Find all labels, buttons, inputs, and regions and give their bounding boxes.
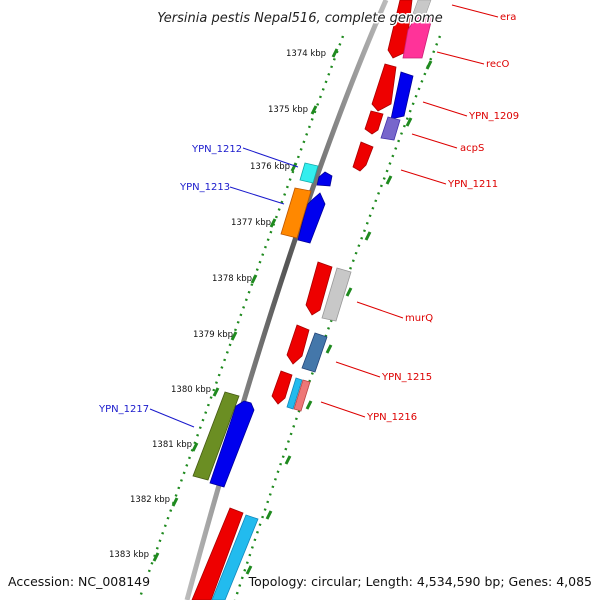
tick-label: 1376 kbp (250, 162, 290, 172)
topology-text: Topology: circular; Length: 4,534,590 bp… (248, 574, 592, 589)
gene-label-ypn1217[interactable]: YPN_1217 (98, 404, 149, 415)
gene-block-ypn1212[interactable] (299, 162, 319, 184)
gene-block-bottom-cyan[interactable] (211, 514, 259, 600)
gene-arrow-ypn1209[interactable] (390, 71, 414, 120)
gene-arrow-acps[interactable] (352, 141, 374, 172)
gene-label-murq[interactable]: murQ (405, 313, 433, 324)
gene-label-ypn1213[interactable]: YPN_1213 (179, 182, 230, 193)
outer-major-ticks (152, 48, 339, 562)
gene-label-ypn1216[interactable]: YPN_1216 (366, 412, 417, 423)
inner-major-ticks (245, 60, 433, 575)
gene-arrow-reco[interactable] (402, 14, 433, 59)
gene-block-ypn1215[interactable] (301, 332, 328, 373)
tick-label: 1377 kbp (231, 218, 271, 228)
gene-block-ypn1217[interactable] (192, 391, 240, 481)
tick-label: 1378 kbp (212, 274, 252, 284)
genome-title: Yersinia pestis Nepal516, complete genom… (157, 11, 442, 26)
leader-lines-forward (320, 4, 499, 418)
tick-label: 1383 kbp (109, 550, 149, 560)
gene-block-bottom-red[interactable] (191, 507, 244, 600)
gene-label-reco[interactable]: recO (486, 59, 510, 70)
tick-label: 1381 kbp (152, 440, 192, 450)
gene-label-ypn1211[interactable]: YPN_1211 (447, 179, 498, 190)
gene-block-murq[interactable] (321, 267, 352, 322)
gene-label-ypn1209[interactable]: YPN_1209 (468, 111, 519, 122)
tick-label: 1380 kbp (171, 385, 211, 395)
gene-label-acps[interactable]: acpS (460, 143, 484, 154)
gene-block-ypn1216-cyan[interactable] (286, 377, 303, 410)
gene-label-ypn1215[interactable]: YPN_1215 (381, 372, 432, 383)
tick-label: 1375 kbp (268, 105, 308, 115)
gene-block-ypn1216-pink[interactable] (293, 379, 311, 412)
gene-block-era-grey[interactable] (412, 0, 432, 15)
gene-arrow-1212-blue[interactable] (316, 171, 333, 187)
tick-label: 1374 kbp (286, 49, 326, 59)
leader-lines-reverse (149, 147, 299, 428)
gene-label-era[interactable]: era (500, 12, 516, 23)
gene-arrow-1209-a[interactable] (371, 63, 397, 112)
gene-arrow-1217-blue[interactable] (209, 400, 255, 488)
gene-block-ypn1213[interactable] (280, 187, 312, 239)
gene-label-ypn1212[interactable]: YPN_1212 (191, 144, 242, 155)
accession-text: Accession: NC_008149 (8, 574, 150, 589)
gene-arrow-1215-red[interactable] (286, 324, 310, 365)
gene-arrow-murq-red[interactable] (305, 261, 333, 316)
tick-label: 1379 kbp (193, 330, 233, 340)
gene-arrow-1216-red[interactable] (271, 370, 293, 405)
genome-backbone (184, 0, 389, 600)
gene-arrow-1209-b[interactable] (364, 110, 384, 135)
tick-label: 1382 kbp (130, 495, 170, 505)
gene-block-acps[interactable] (380, 116, 401, 141)
